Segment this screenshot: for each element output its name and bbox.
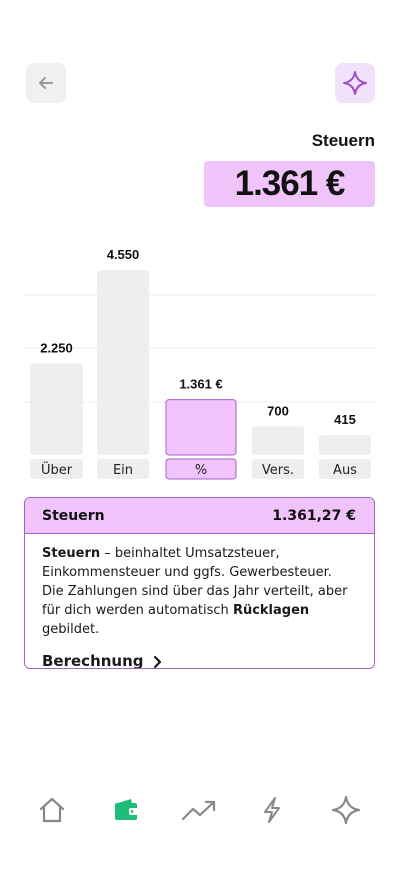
home-icon <box>39 797 65 823</box>
bar-value-label: 2.250 <box>40 341 73 356</box>
bar-value-label: 4.550 <box>107 247 140 262</box>
category-pill[interactable] <box>252 459 304 479</box>
bottom-navigation <box>0 788 400 832</box>
bar-0[interactable] <box>30 363 83 455</box>
nav-trends[interactable] <box>178 788 222 832</box>
bar-value-label: 1.361 € <box>179 377 222 392</box>
nav-ai[interactable] <box>324 788 368 832</box>
bar-2[interactable] <box>165 399 237 456</box>
calculation-link[interactable]: Berechnung <box>42 652 357 669</box>
bar-3[interactable] <box>252 426 304 455</box>
bar-1[interactable] <box>97 270 149 455</box>
lightning-icon <box>264 797 280 823</box>
bar-value-label: 700 <box>267 404 289 419</box>
trend-up-icon <box>181 800 216 821</box>
category-pill[interactable] <box>30 459 83 479</box>
ai-assistant-button[interactable] <box>335 63 375 103</box>
info-card-text: Steuern – beinhaltet Umsatzsteuer, Einko… <box>25 534 374 639</box>
category-label: Über <box>41 461 73 478</box>
arrow-left-icon <box>39 77 53 89</box>
sparkle-icon <box>331 795 361 825</box>
category-label: Ein <box>113 463 133 478</box>
sparkle-icon <box>343 71 367 95</box>
total-amount-badge: 1.361 € <box>204 161 375 207</box>
category-label: % <box>195 463 207 478</box>
bar-value-label: 415 <box>334 412 356 427</box>
info-term: Steuern <box>42 546 101 561</box>
nav-wallet[interactable] <box>104 788 148 832</box>
category-pill[interactable] <box>319 459 371 479</box>
info-card-header: Steuern 1.361,27 € <box>25 498 374 534</box>
info-text-part1: – beinhaltet Umsatzsteuer, Einkommensteu… <box>42 546 348 618</box>
nav-energy[interactable] <box>250 788 294 832</box>
info-card-amount: 1.361,27 € <box>272 507 356 524</box>
category-label: Vers. <box>262 463 294 478</box>
info-text-reserves: Rücklagen <box>232 603 310 618</box>
category-pill[interactable] <box>97 459 149 479</box>
bar-chart: 2.250 Über 4.550 Ein 1.361 €% 700 Vers. 415 Aus <box>24 247 376 480</box>
calculation-link-label: Berechnung <box>42 652 144 669</box>
back-button[interactable] <box>26 63 66 103</box>
wallet-icon <box>115 799 138 820</box>
chevron-right-icon <box>153 655 161 668</box>
info-card: Steuern 1.361,27 € Steuern – beinhaltet … <box>24 497 375 669</box>
category-label: Aus <box>333 463 357 478</box>
info-text-part2: gebildet. <box>42 622 100 637</box>
info-card-title: Steuern <box>42 507 105 524</box>
nav-home[interactable] <box>30 788 74 832</box>
category-pill[interactable] <box>165 458 237 480</box>
bar-4[interactable] <box>319 435 371 455</box>
page-title: Steuern <box>311 131 375 150</box>
